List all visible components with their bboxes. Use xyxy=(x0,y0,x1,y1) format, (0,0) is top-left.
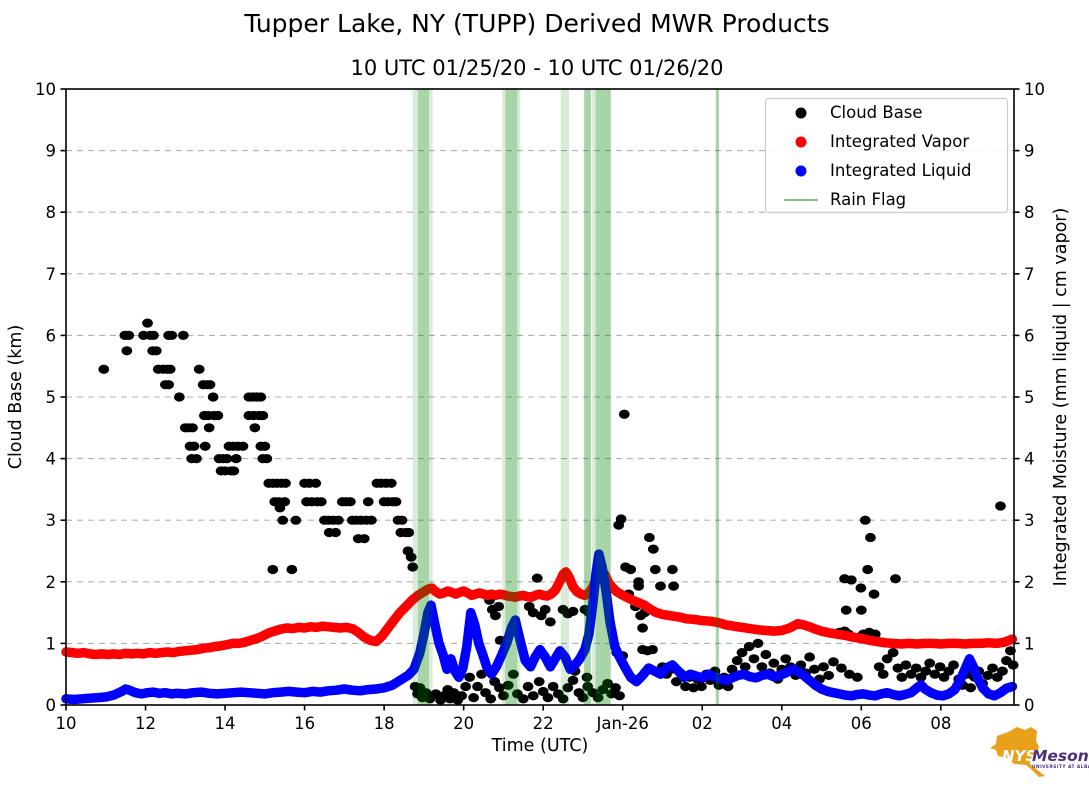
x-tick-label: 02 xyxy=(692,714,713,733)
x-tick-label: 14 xyxy=(215,714,236,733)
integrated-vapor-line xyxy=(61,564,1018,660)
x-tick-label: 18 xyxy=(374,714,395,733)
y-tick-label-left: 2 xyxy=(46,573,57,592)
y-tick-label-right: 0 xyxy=(1024,696,1035,715)
integrated-liquid-line xyxy=(61,549,1018,705)
x-tick-label: 22 xyxy=(533,714,554,733)
y-tick-label-left: 9 xyxy=(46,142,57,161)
logo-tagline-text: UNIVERSITY AT ALBANY xyxy=(1032,764,1089,770)
y-tick-label-right: 7 xyxy=(1024,265,1035,284)
y-axis-label-right: Integrated Moisture (mm liquid | cm vapo… xyxy=(1051,208,1071,587)
y-tick-label-left: 3 xyxy=(46,511,57,530)
y-tick-label-right: 9 xyxy=(1024,142,1035,161)
tick-labels: 10 12 14 16 18 20 22 Jan-26 02 04 06 080 01 12 23 34 45 5… xyxy=(35,80,1045,733)
rain-flag-bands xyxy=(412,89,719,705)
x-axis-label: Time (UTC) xyxy=(491,736,589,756)
y-tick-label-left: 6 xyxy=(46,326,57,345)
legend-marker-dot xyxy=(795,165,807,177)
y-tick-label-left: 10 xyxy=(35,80,56,99)
logo-mesonet-text: Mesonet xyxy=(1032,747,1089,765)
ny-state-shape xyxy=(990,727,1045,777)
legend: Cloud Base Integrated Vapor Integrated Liq… xyxy=(764,97,1009,214)
y-tick-label-right: 10 xyxy=(1024,80,1045,99)
y-tick-label-left: 1 xyxy=(46,634,57,653)
chart-subtitle: 10 UTC 01/25/20 - 10 UTC 01/26/20 xyxy=(351,56,724,80)
y-tick-label-right: 8 xyxy=(1024,203,1035,222)
y-tick-label-right: 1 xyxy=(1024,634,1035,653)
y-tick-label-left: 8 xyxy=(46,203,57,222)
legend-label: Integrated Vapor xyxy=(830,132,969,151)
y-tick-label-left: 4 xyxy=(46,450,57,469)
y-tick-label-left: 0 xyxy=(46,696,57,715)
x-tick-label: 10 xyxy=(56,714,77,733)
y-axis-label-left: Cloud Base (km) xyxy=(6,325,26,470)
y-tick-label-right: 6 xyxy=(1024,326,1035,345)
logo-nys-text: NYS xyxy=(1002,747,1036,765)
x-tick-label: 20 xyxy=(453,714,474,733)
y-tick-label-right: 5 xyxy=(1024,388,1035,407)
x-tick-label: Jan-26 xyxy=(596,714,649,733)
nys-mesonet-logo: NYS Mesonet UNIVERSITY AT ALBANY xyxy=(990,727,1089,777)
x-tick-label: 06 xyxy=(851,714,872,733)
y-tick-label-right: 2 xyxy=(1024,573,1035,592)
y-tick-label-right: 3 xyxy=(1024,511,1035,530)
legend-label: Rain Flag xyxy=(830,190,906,209)
x-tick-label: 16 xyxy=(294,714,315,733)
legend-marker-dot xyxy=(795,136,807,148)
y-tick-label-left: 7 xyxy=(46,265,57,284)
y-tick-label-right: 4 xyxy=(1024,450,1035,469)
legend-label: Integrated Liquid xyxy=(830,161,971,180)
legend-label: Cloud Base xyxy=(830,103,923,122)
x-tick-label: 04 xyxy=(771,714,792,733)
legend-marker-dot xyxy=(795,107,807,119)
x-tick-label: 08 xyxy=(930,714,951,733)
x-tick-label: 12 xyxy=(135,714,156,733)
axes-spines-ticks xyxy=(60,88,1020,711)
page-title: Tupper Lake, NY (TUPP) Derived MWR Produ… xyxy=(243,9,829,38)
y-tick-label-left: 5 xyxy=(46,388,57,407)
